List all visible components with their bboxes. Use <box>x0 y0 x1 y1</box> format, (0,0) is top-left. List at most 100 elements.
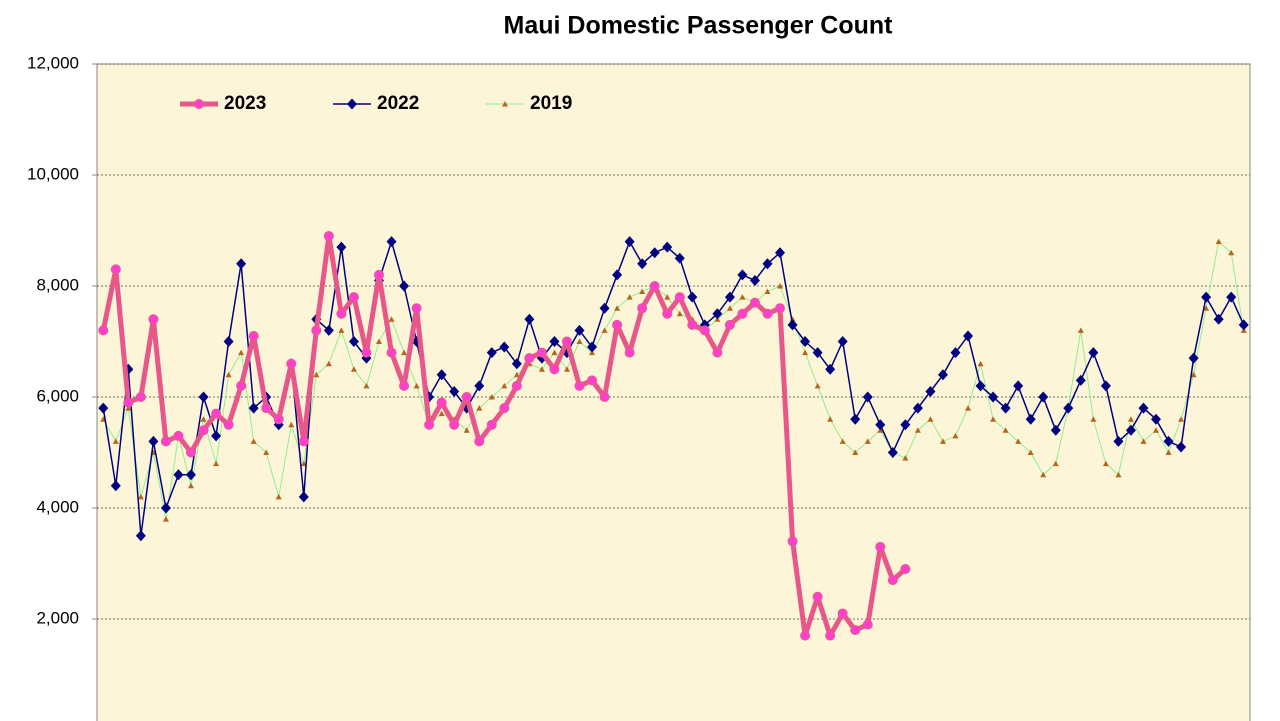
marker <box>137 493 144 500</box>
marker <box>323 231 334 242</box>
marker <box>511 380 522 391</box>
marker <box>348 336 359 347</box>
marker <box>1138 402 1149 414</box>
marker <box>777 283 784 289</box>
marker <box>298 436 309 447</box>
marker <box>1226 291 1237 303</box>
marker <box>536 347 547 358</box>
marker <box>775 303 786 314</box>
marker <box>814 382 821 389</box>
marker <box>952 432 959 439</box>
marker <box>676 310 683 317</box>
marker <box>148 314 159 325</box>
marker <box>664 294 671 300</box>
marker <box>211 430 222 442</box>
marker <box>361 347 372 358</box>
legend-label: 2019 <box>530 93 572 114</box>
marker <box>601 327 608 333</box>
marker <box>236 380 247 391</box>
marker <box>1153 427 1160 433</box>
marker <box>837 336 848 347</box>
marker <box>674 292 685 303</box>
marker <box>825 363 836 375</box>
marker <box>1075 374 1086 386</box>
marker <box>348 292 359 303</box>
marker <box>787 319 798 331</box>
legend-marker <box>347 98 357 110</box>
y-tick-label: 2,000 <box>36 608 79 627</box>
marker <box>902 455 909 461</box>
marker <box>975 380 986 392</box>
marker <box>373 269 384 280</box>
plot-area <box>96 63 1251 721</box>
marker <box>363 382 370 389</box>
marker <box>524 353 535 364</box>
marker <box>123 363 134 375</box>
marker <box>852 449 859 455</box>
marker <box>198 425 209 436</box>
marker <box>812 347 823 359</box>
marker <box>662 241 673 253</box>
marker <box>436 397 447 408</box>
marker <box>800 630 811 641</box>
marker <box>225 371 232 378</box>
marker <box>1038 391 1049 403</box>
marker <box>98 325 109 336</box>
marker <box>501 382 508 389</box>
marker <box>461 392 472 402</box>
marker <box>1088 347 1099 359</box>
marker <box>185 447 196 458</box>
marker <box>336 241 347 253</box>
marker <box>599 392 610 402</box>
marker <box>561 336 572 347</box>
marker <box>1100 380 1111 392</box>
marker <box>311 325 322 336</box>
marker <box>1215 238 1222 245</box>
marker <box>449 385 460 397</box>
marker <box>775 247 786 259</box>
marker <box>587 341 598 353</box>
marker <box>612 319 623 330</box>
marker <box>737 308 748 319</box>
marker <box>1090 416 1097 422</box>
marker <box>524 313 535 325</box>
marker <box>313 371 320 378</box>
marker <box>436 369 447 381</box>
marker <box>238 349 245 356</box>
marker <box>263 449 270 455</box>
marker <box>802 349 809 356</box>
marker <box>925 385 936 397</box>
marker <box>712 347 723 358</box>
marker <box>336 308 347 319</box>
marker <box>135 530 146 542</box>
marker <box>965 405 972 411</box>
marker <box>125 405 132 411</box>
marker <box>574 324 585 336</box>
marker <box>386 236 397 248</box>
y-tick-label: 12,000 <box>27 53 79 72</box>
marker <box>185 469 196 481</box>
marker <box>1063 402 1074 414</box>
y-tick-label: 8,000 <box>36 275 79 294</box>
marker <box>875 419 886 431</box>
marker <box>486 419 497 430</box>
marker <box>549 336 560 347</box>
marker <box>486 347 497 359</box>
marker <box>1213 313 1224 325</box>
marker <box>637 303 648 314</box>
marker <box>1102 460 1109 467</box>
marker <box>1002 427 1009 433</box>
marker <box>173 469 184 481</box>
marker <box>587 375 598 386</box>
marker <box>273 414 284 425</box>
marker <box>513 371 520 378</box>
marker <box>1140 438 1147 444</box>
marker <box>1077 327 1084 333</box>
marker <box>900 419 911 431</box>
marker <box>424 419 435 430</box>
marker <box>388 316 395 322</box>
legend-marker <box>502 101 508 107</box>
marker <box>200 416 207 422</box>
marker <box>1151 413 1162 425</box>
